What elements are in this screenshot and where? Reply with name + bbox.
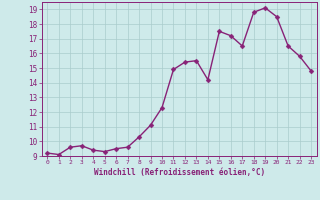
X-axis label: Windchill (Refroidissement éolien,°C): Windchill (Refroidissement éolien,°C) — [94, 168, 265, 177]
